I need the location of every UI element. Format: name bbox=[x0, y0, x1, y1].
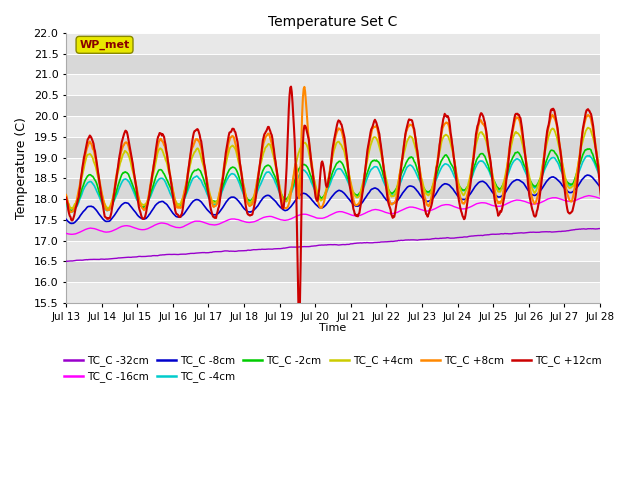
Legend: TC_C -32cm, TC_C -16cm, TC_C -8cm, TC_C -4cm, TC_C -2cm, TC_C +4cm, TC_C +8cm, T: TC_C -32cm, TC_C -16cm, TC_C -8cm, TC_C … bbox=[60, 351, 606, 387]
Title: Temperature Set C: Temperature Set C bbox=[268, 15, 397, 29]
Bar bbox=[66, 199, 600, 220]
Bar bbox=[66, 178, 600, 199]
Bar bbox=[66, 74, 600, 95]
X-axis label: Time: Time bbox=[319, 324, 347, 333]
Bar bbox=[66, 240, 600, 262]
Bar bbox=[66, 137, 600, 157]
Bar bbox=[66, 33, 600, 54]
Y-axis label: Temperature (C): Temperature (C) bbox=[15, 117, 28, 219]
Bar bbox=[66, 95, 600, 116]
Bar bbox=[66, 282, 600, 303]
Bar bbox=[66, 157, 600, 178]
Bar bbox=[66, 220, 600, 240]
Bar bbox=[66, 116, 600, 137]
Bar bbox=[66, 262, 600, 282]
Bar bbox=[66, 54, 600, 74]
Text: WP_met: WP_met bbox=[79, 40, 130, 50]
